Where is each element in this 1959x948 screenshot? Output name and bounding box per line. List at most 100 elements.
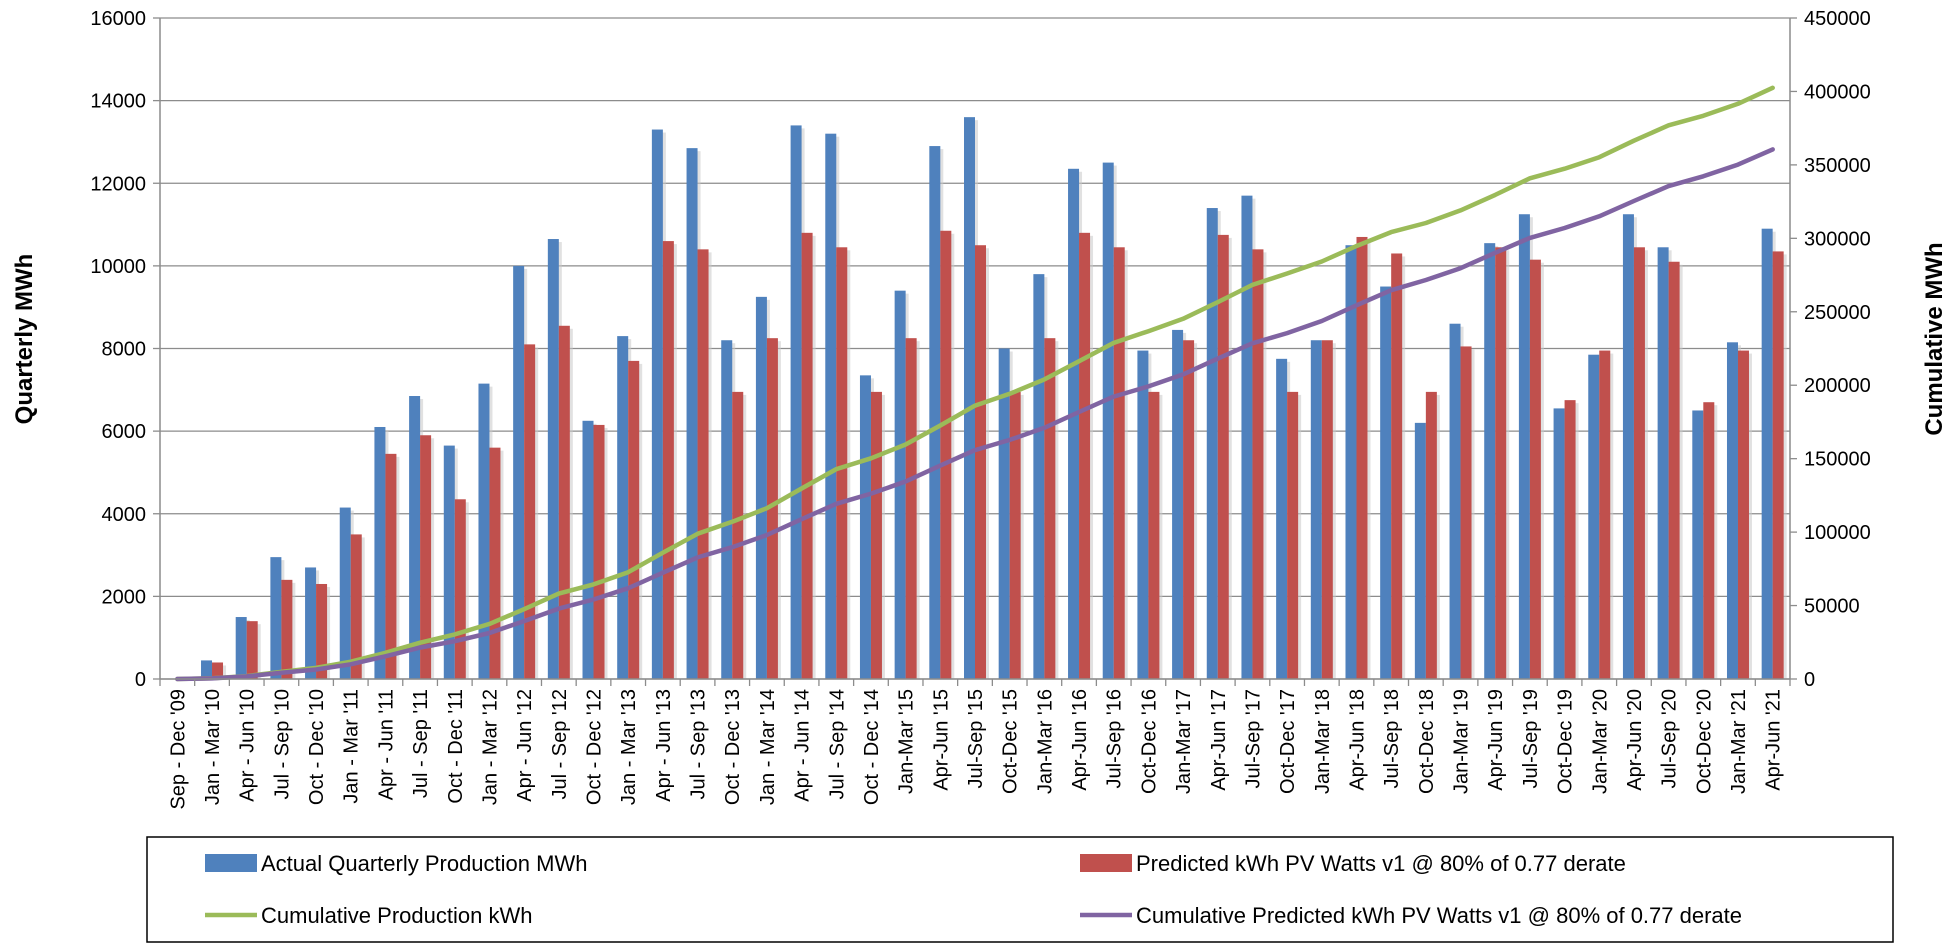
- actual-bar: [859, 375, 871, 679]
- actual-bar: [721, 340, 733, 679]
- x-tick-label: Jul - Sep '10: [271, 689, 293, 800]
- x-tick-label: Jul-Sep '20: [1659, 689, 1681, 788]
- x-tick-label: Apr - Jun '10: [237, 689, 259, 802]
- predicted-bar: [1044, 338, 1056, 679]
- actual-bar: [1484, 243, 1496, 679]
- x-tick-label: Oct-Dec '17: [1277, 689, 1299, 794]
- cumulative-predicted-line: [175, 147, 1775, 682]
- actual-bar: [1726, 342, 1738, 679]
- right-axis-ticks: 0 50000 100000 150000 200000 250000 300000 3500…: [1790, 8, 1871, 691]
- y2-tick-label: 300000: [1804, 228, 1871, 250]
- predicted-bar: [732, 391, 744, 679]
- actual-bar: [1518, 214, 1530, 679]
- predicted-bar: [870, 391, 882, 679]
- x-tick-label: Jan-Mar '20: [1589, 689, 1611, 794]
- actual-bar: [1102, 162, 1114, 679]
- actual-bar: [270, 557, 282, 679]
- y-tick-label: 6000: [102, 421, 147, 443]
- actual-bar: [478, 383, 490, 679]
- actual-bar: [755, 296, 767, 679]
- legend-box: [146, 836, 1894, 943]
- y2-tick-label: 100000: [1804, 522, 1871, 544]
- predicted-bar: [281, 579, 293, 679]
- predicted-bar: [975, 245, 986, 679]
- legend-label: Actual Quarterly Production MWh: [261, 851, 587, 876]
- x-tick-label: Apr-Jun '21: [1763, 689, 1785, 791]
- x-axis-ticks: Sep - Dec '09 Jan - Mar '10 Apr - Jun '10 J…: [159, 679, 1791, 810]
- predicted-bar: [350, 534, 362, 679]
- actual-bar: [547, 239, 559, 679]
- actual-bar: [339, 507, 351, 679]
- predicted-bar: [766, 338, 778, 679]
- predicted-bar: [524, 344, 536, 679]
- actual-bar: [998, 348, 1010, 679]
- predicted-bar: [1529, 259, 1541, 679]
- predicted-bar: [1599, 350, 1611, 679]
- predicted-bar: [1148, 391, 1160, 679]
- y-tick-label: 8000: [102, 339, 147, 361]
- predicted-bar: [662, 241, 674, 679]
- predicted-bar: [1460, 346, 1472, 679]
- actual-bar: [201, 660, 213, 679]
- x-tick-label: Oct - Dec '10: [306, 689, 328, 805]
- actual-bar: [1206, 208, 1218, 679]
- y2-tick-label: 150000: [1804, 449, 1871, 471]
- y-tick-label: 2000: [102, 586, 147, 608]
- predicted-bar: [1079, 232, 1091, 679]
- y2-tick-label: 200000: [1804, 375, 1871, 397]
- actual-bar: [1414, 422, 1426, 679]
- actual-bar: [1692, 410, 1704, 679]
- predicted-bar: [1564, 400, 1576, 679]
- y-tick-label: 16000: [90, 8, 146, 30]
- actual-bar: [1310, 340, 1322, 679]
- actual-bar: [443, 445, 455, 679]
- actual-bar: [929, 146, 941, 680]
- predicted-bar: [1668, 261, 1680, 679]
- actual-bar: [1588, 354, 1600, 679]
- predicted-bar: [1633, 247, 1645, 680]
- x-tick-label: Oct-Dec '18: [1416, 689, 1438, 794]
- predicted-bar: [420, 435, 432, 679]
- x-tick-label: Jul-Sep '19: [1520, 689, 1542, 788]
- predicted-bar: [697, 249, 709, 679]
- x-tick-label: Apr - Jun '14: [792, 689, 814, 802]
- actual-bar: [1380, 286, 1392, 679]
- actual-bar: [1657, 247, 1669, 680]
- actual-bar: [305, 567, 317, 679]
- x-tick-label: Oct-Dec '16: [1138, 689, 1160, 794]
- y-tick-label: 14000: [90, 91, 146, 113]
- actual-bar: [582, 420, 594, 679]
- actual-bar: [1622, 214, 1634, 679]
- x-tick-label: Jan - Mar '11: [341, 689, 363, 804]
- x-tick-label: Oct-Dec '15: [1000, 689, 1022, 794]
- predicted-bar: [1737, 350, 1749, 679]
- predicted-bar: [489, 447, 501, 679]
- actual-bar: [1033, 274, 1045, 679]
- actual-bar: [374, 426, 386, 679]
- x-tick-label: Jan-Mar '21: [1728, 689, 1750, 794]
- predicted-bar: [905, 338, 917, 679]
- actual-bar: [1241, 195, 1253, 680]
- x-tick-label: Apr-Jun '17: [1208, 689, 1230, 791]
- x-tick-label: Jul - Sep '12: [549, 689, 571, 800]
- actual-bar: [825, 133, 837, 680]
- y2-axis-title: Cumulative MWh: [1921, 242, 1948, 435]
- x-tick-label: Jan - Mar '14: [757, 689, 779, 805]
- predicted-bar: [1113, 247, 1125, 680]
- predicted-bar: [940, 230, 952, 679]
- x-tick-label: Jan-Mar '16: [1034, 689, 1056, 794]
- x-tick-label: Oct-Dec '19: [1555, 689, 1577, 794]
- x-tick-label: Jul - Sep '13: [688, 689, 710, 800]
- predicted-bar: [1391, 253, 1403, 679]
- left-axis-ticks: 0 2000 4000 6000 8000 10000 12000 14000 16000: [90, 8, 160, 691]
- actual-bar: [1276, 358, 1288, 679]
- y2-tick-label: 250000: [1804, 302, 1871, 324]
- x-tick-label: Oct - Dec '13: [722, 689, 744, 805]
- predicted-bar: [1009, 391, 1021, 679]
- x-tick-label: Jan - Mar '10: [202, 689, 224, 805]
- x-tick-label: Jul - Sep '14: [826, 689, 848, 800]
- legend-swatch-0: [205, 854, 257, 872]
- actual-bar: [1137, 350, 1149, 679]
- y2-tick-label: 400000: [1804, 81, 1871, 103]
